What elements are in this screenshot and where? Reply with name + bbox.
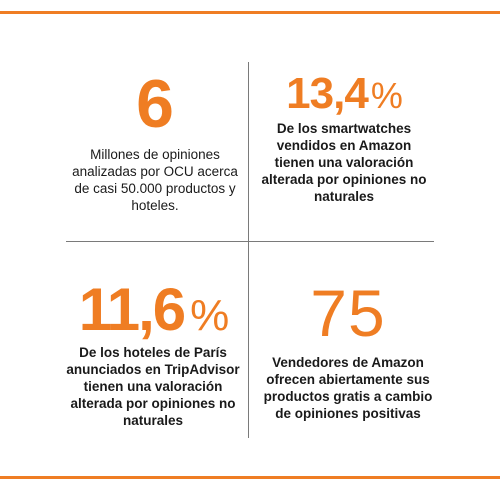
bottom-orange-rule [0, 476, 500, 479]
top-orange-rule [0, 11, 500, 14]
stat-value: 11,6% [78, 276, 230, 343]
horizontal-divider [66, 241, 434, 242]
vertical-divider [248, 62, 249, 438]
stat-description: Millones de opiniones analizadas por OCU… [72, 147, 238, 213]
percent-sign: % [370, 75, 403, 116]
stat-description: De los smartwatches vendidos en Amazon t… [261, 121, 427, 204]
stat-hotels-paris: 11,6% De los hoteles de París anunciados… [60, 280, 246, 429]
stat-description: Vendedores de Amazon ofrecen abiertament… [263, 355, 433, 421]
stat-value: 75 [310, 276, 386, 350]
stat-value: 13,4% [286, 69, 403, 118]
stat-description: De los hoteles de París anunciados en Tr… [66, 345, 240, 428]
percent-sign: % [190, 291, 229, 340]
stat-amazon-sellers: 75 Vendedores de Amazon ofrecen abiertam… [256, 280, 440, 422]
stat-value: 6 [136, 66, 174, 142]
stat-smartwatches-amazon: 13,4% De los smartwatches vendidos en Am… [255, 72, 433, 205]
stat-opinions-analyzed: 6 Millones de opiniones analizadas por O… [70, 70, 240, 214]
